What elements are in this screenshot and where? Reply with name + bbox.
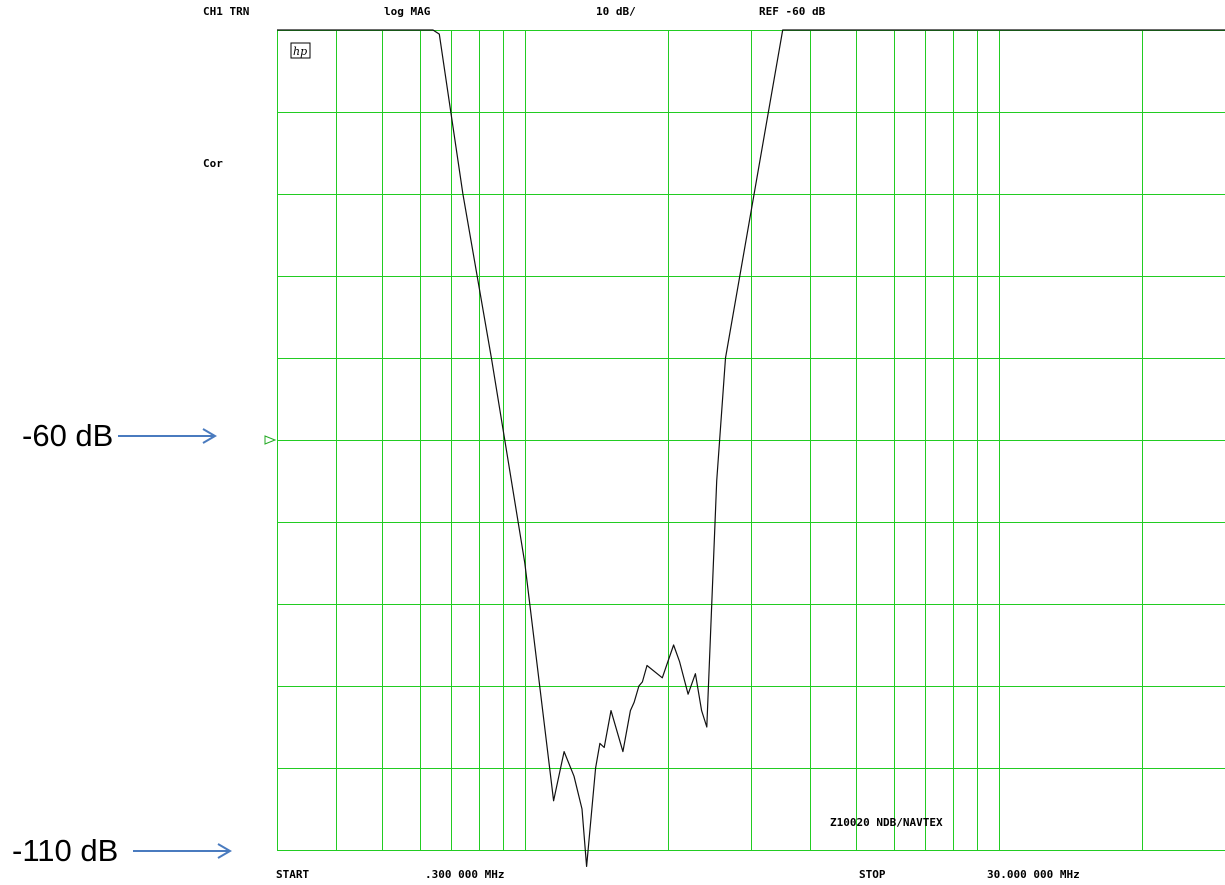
hp-logo-box — [290, 42, 311, 59]
ref-level-callout: -60 dB — [22, 418, 114, 453]
overlay-layer: hp Z10020 NDB/NAVTEX — [290, 42, 943, 829]
bottom-level-callout: -110 dB — [12, 833, 119, 868]
start-frequency: .300 000 MHz — [425, 868, 505, 881]
stop-label: STOP — [859, 868, 886, 881]
callout-arrows — [118, 428, 232, 859]
scale-label: 10 dB/ — [596, 5, 636, 18]
hp-logo: hp — [293, 45, 307, 58]
correction-label: Cor — [203, 157, 223, 170]
start-label: START — [276, 868, 310, 881]
device-note: Z10020 NDB/NAVTEX — [830, 816, 943, 829]
stop-frequency: 30.000 000 MHz — [987, 868, 1080, 881]
reference-marker — [264, 435, 277, 445]
reference-label: REF -60 dB — [759, 5, 826, 18]
trace-line — [277, 29, 1225, 868]
channel-label: CH1 TRN — [203, 5, 250, 18]
bottom-callout-arrow-head — [217, 843, 232, 859]
format-label: log MAG — [384, 5, 431, 18]
plot-grid — [277, 30, 1225, 851]
trace-layer — [264, 29, 1225, 868]
ref-callout-arrow-head — [202, 428, 217, 444]
